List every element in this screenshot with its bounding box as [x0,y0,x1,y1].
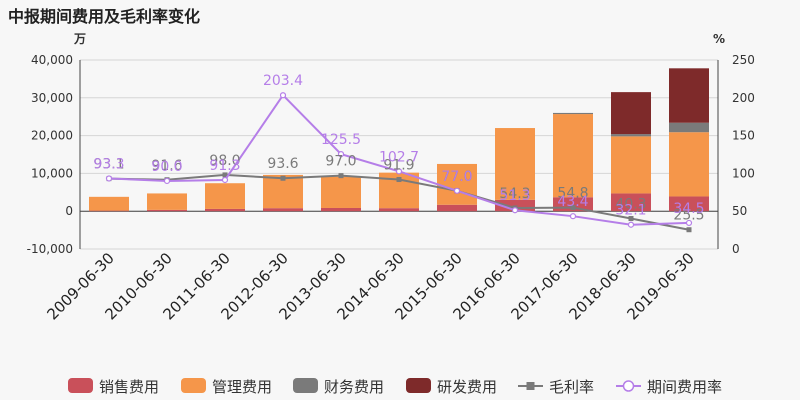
bar [321,176,361,208]
point [569,213,577,220]
legend-label: 研发费用 [437,378,497,396]
bar [553,114,593,198]
point [628,216,634,222]
bar [611,193,651,212]
legend-marker [526,382,535,390]
point [570,205,576,211]
legend-swatch [406,378,431,393]
point [685,219,693,227]
data-label: 93.3 [93,156,124,172]
bar [495,128,535,200]
bar [669,196,709,212]
data-label: 102.7 [379,149,419,165]
data-label: 43.4 [557,194,588,210]
right-unit-label: % [713,32,725,46]
bar [669,68,709,123]
bar [89,210,129,212]
point [627,221,635,228]
y-left-tick-label: 30,000 [31,91,73,105]
y-right-tick-label: 250 [732,53,755,67]
y-left-tick-label: 40,000 [31,53,73,67]
bar [669,122,709,133]
bars [89,68,709,212]
bar [205,183,245,209]
legend-label: 期间费用率 [647,378,722,396]
legend-swatch [181,378,206,393]
legend: 销售费用 管理费用 财务费用 研发费用 毛利率 期间费用率 [68,378,722,396]
point [395,168,403,175]
bar [379,208,419,212]
bar [611,136,651,194]
data-labels: 93.1 91.6 98.0 93.6 97.0 91.9 77.0 54.3 54.8 40.3… [93,73,704,223]
legend-label: 毛利率 [549,378,594,396]
point [686,227,692,233]
data-label: 93.1 [93,157,124,173]
data-label: 91.6 [151,158,182,174]
bar [611,92,651,135]
legend-swatch [293,378,318,393]
y-left-tick-label: 20,000 [31,129,73,143]
bar [437,204,477,212]
lines [105,92,693,233]
point [453,187,461,194]
y-right-tick-label: 150 [732,129,755,143]
point [280,175,286,181]
point [279,92,287,99]
y-right-tick-label: 50 [732,204,747,218]
point [222,172,228,178]
data-label: 25.5 [673,208,704,224]
data-label: 51.3 [499,188,530,204]
data-label: 90.0 [151,159,182,175]
data-label: 77.0 [441,169,472,185]
data-label: 32.1 [615,203,646,219]
point [105,175,113,182]
bar [611,134,651,137]
data-label: 54.3 [499,186,530,202]
bar [89,196,129,211]
point [396,177,402,183]
y-left-tick-label: 0 [65,204,73,218]
y-right-tick-label: 100 [732,166,755,180]
legend-swatch [68,378,93,393]
data-label: 125.5 [321,132,361,148]
bar [147,209,187,212]
y-right-tick-label: 0 [732,242,740,256]
data-label: 40.3 [615,197,646,213]
bar [437,163,477,205]
data-label: 54.8 [557,186,588,202]
data-label: 93.6 [267,156,298,172]
data-label: 91.3 [209,158,240,174]
y-right-tick-label: 200 [732,91,755,105]
point [511,207,519,214]
bar [321,207,361,212]
data-label: 98.0 [209,153,240,169]
y-left-tick-label: 10,000 [31,166,73,180]
bar [669,132,709,197]
legend-label: 管理费用 [212,378,272,396]
point [338,173,344,179]
legend-label: 财务费用 [324,378,384,396]
data-label: 34.5 [673,201,704,217]
data-label: 97.0 [325,154,356,170]
bar [147,193,187,210]
y-left-tick-label: -10,000 [27,242,73,256]
chart-title: 中报期间费用及毛利率变化 [8,7,201,26]
point [163,177,171,185]
data-label: 203.4 [263,73,303,89]
point [221,176,229,184]
point [337,151,345,158]
data-label: 91.9 [383,158,414,174]
bar [205,208,245,212]
legend-marker [622,380,635,392]
bar [263,208,303,212]
left-unit-label: 万 [73,32,86,46]
legend-label: 销售费用 [99,378,159,396]
data-label: 77.0 [441,169,472,185]
bar [553,112,593,115]
